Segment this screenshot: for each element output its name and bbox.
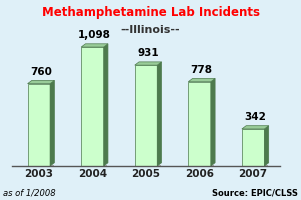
Text: Source: EPIC/CLSS: Source: EPIC/CLSS	[212, 189, 298, 198]
Text: Methamphetamine Lab Incidents: Methamphetamine Lab Incidents	[42, 6, 259, 19]
Text: 931: 931	[137, 48, 159, 58]
Bar	[136, 165, 161, 167]
Polygon shape	[188, 78, 215, 82]
Bar	[81, 47, 104, 166]
Polygon shape	[135, 62, 162, 65]
Text: 1,098: 1,098	[78, 30, 111, 40]
Polygon shape	[157, 62, 162, 166]
Polygon shape	[242, 126, 269, 129]
Bar	[190, 165, 214, 167]
Polygon shape	[211, 78, 215, 166]
Polygon shape	[50, 80, 54, 166]
Bar	[242, 129, 264, 166]
Polygon shape	[28, 80, 54, 84]
Text: 778: 778	[191, 65, 213, 75]
Bar	[28, 84, 50, 166]
Text: --Illinois--: --Illinois--	[121, 25, 180, 35]
Polygon shape	[264, 126, 269, 166]
Bar	[82, 165, 107, 167]
Polygon shape	[81, 44, 108, 47]
Bar	[188, 82, 211, 166]
Text: as of 1/2008: as of 1/2008	[3, 189, 56, 198]
Text: 760: 760	[30, 67, 52, 77]
Polygon shape	[104, 44, 108, 166]
Text: 342: 342	[244, 112, 266, 122]
Bar	[135, 65, 157, 166]
Bar	[243, 165, 268, 167]
Bar	[29, 165, 54, 167]
